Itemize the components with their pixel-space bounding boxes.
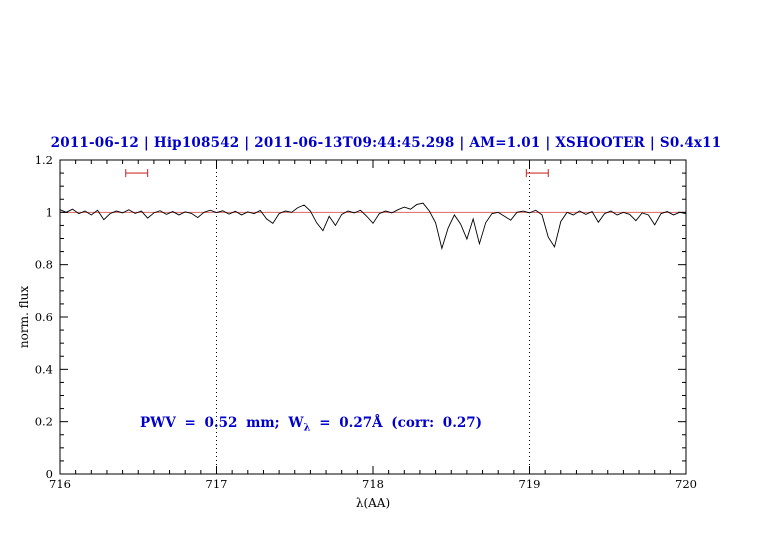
- x-tick-label: 719: [519, 477, 541, 491]
- pwv-annotation-suffix: = 0.27Å (corr: 0.27): [310, 415, 483, 431]
- y-tick-label: 0: [46, 467, 53, 481]
- y-tick-label: 0.8: [35, 258, 53, 272]
- y-axis-label: norm. flux: [17, 285, 31, 349]
- pwv-annotation: PWV = 0.52 mm; Wλ = 0.27Å (corr: 0.27): [140, 415, 482, 434]
- x-tick-label: 720: [675, 477, 697, 491]
- x-tick-label: 717: [206, 477, 228, 491]
- y-tick-label: 0.6: [35, 310, 53, 324]
- x-tick-label: 718: [362, 477, 384, 491]
- x-tick-label: 716: [49, 477, 71, 491]
- pwv-annotation-lambda-sub: λ: [303, 422, 311, 434]
- y-tick-label: 1.2: [35, 153, 53, 167]
- pwv-annotation-prefix: PWV = 0.52 mm; W: [140, 415, 304, 431]
- plot-title: 2011-06-12 | Hip108542 | 2011-06-13T09:4…: [50, 135, 722, 151]
- y-tick-label: 0.4: [35, 362, 53, 376]
- spectrum-line: [59, 202, 687, 251]
- x-axis-label: λ(AA): [355, 496, 391, 510]
- y-tick-label: 0.2: [35, 415, 53, 429]
- y-tick-label: 1: [46, 205, 53, 219]
